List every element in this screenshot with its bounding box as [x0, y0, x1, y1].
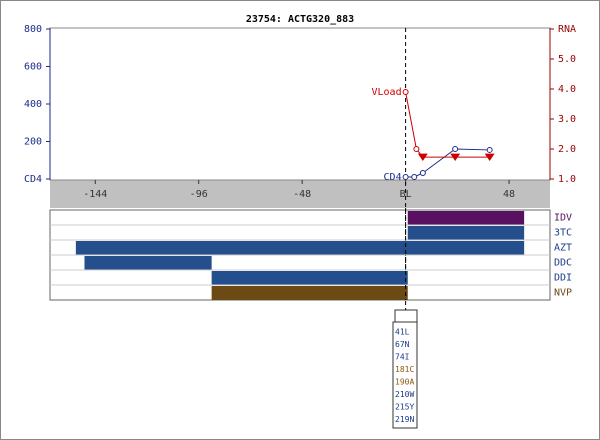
x-tick-label: BL [400, 189, 412, 200]
point [486, 146, 493, 153]
drug-bar [407, 211, 525, 225]
drug-label: IDV [554, 213, 572, 224]
y2-tick-label: 1.0 [558, 174, 576, 185]
point [411, 173, 418, 180]
mutation-label: 215Y [395, 403, 414, 412]
y2-tick-label: 4.0 [558, 84, 576, 95]
drug-bar [75, 241, 525, 255]
x-tick-label: -144 [83, 189, 107, 200]
mutation-box [392, 321, 418, 429]
point [484, 153, 495, 162]
y-tick-label: 600 [24, 62, 42, 73]
drug-label: NVP [554, 288, 572, 299]
drug-label: AZT [554, 243, 572, 254]
mutation-label: 67N [395, 340, 410, 349]
y2-tick-label: 3.0 [558, 114, 576, 125]
x-tick-label: -96 [190, 189, 208, 200]
drug-label: DDI [554, 273, 572, 284]
series-label: CD4 [384, 172, 402, 183]
mutation-label: 210W [395, 390, 414, 399]
mutation-label: 190A [395, 378, 414, 387]
series-label: VLoad [371, 87, 401, 98]
mutation-label: 74I [395, 353, 410, 362]
drug-label: 3TC [554, 228, 572, 239]
y-tick-label: 800 [24, 24, 42, 35]
y2-tick-label: RNA [558, 24, 576, 35]
x-tick-label: 48 [503, 189, 515, 200]
drug-label: DDC [554, 258, 572, 269]
point [402, 89, 409, 95]
point [413, 146, 420, 152]
point [452, 146, 459, 152]
drug-bar [211, 271, 408, 285]
y2-tick-label: 5.0 [558, 54, 576, 65]
drug-bar [211, 286, 408, 300]
mutation-label: 41L [395, 328, 410, 337]
point [450, 153, 461, 162]
drug-bar [407, 226, 525, 240]
y-tick-label: 400 [24, 99, 42, 110]
x-axis-band [50, 180, 550, 208]
mutation-label: 181C [395, 365, 414, 374]
point [419, 170, 426, 176]
drug-bar [84, 256, 212, 270]
y-tick-label: 200 [24, 137, 42, 148]
point [402, 173, 409, 180]
x-tick-label: -48 [293, 189, 311, 200]
point [417, 153, 428, 162]
y-tick-label: CD4 [24, 174, 42, 185]
y2-tick-label: 2.0 [558, 144, 576, 155]
chart-title: 23754: ACTG320_883 [246, 14, 354, 25]
mutation-header [394, 309, 418, 323]
mutation-label: 219N [395, 415, 414, 424]
